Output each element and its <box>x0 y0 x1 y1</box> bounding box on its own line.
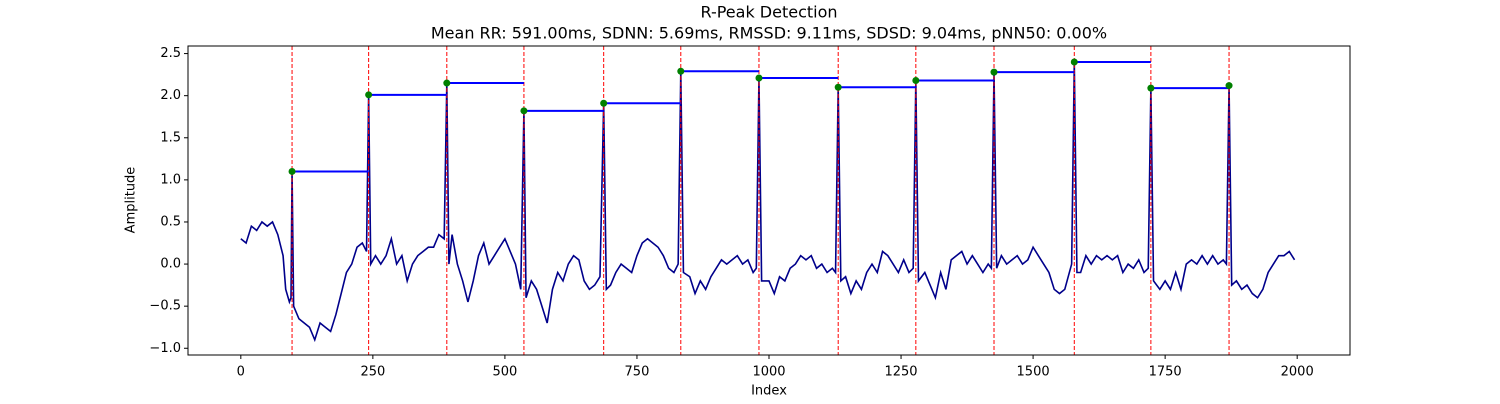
peak-point <box>520 107 528 115</box>
peak-point <box>990 68 998 76</box>
x-tick-label: 1000 <box>752 365 785 380</box>
y-axis-label: Amplitude <box>124 167 139 234</box>
chart-title: R-Peak Detection <box>700 3 837 22</box>
x-tick-label: 1750 <box>1149 365 1182 380</box>
y-tick-label: 0.5 <box>160 214 181 229</box>
peak-point <box>755 74 763 82</box>
x-tick-label: 500 <box>492 365 517 380</box>
y-tick-label: −1.0 <box>149 341 181 356</box>
y-tick-label: 0.0 <box>160 257 181 272</box>
plot-frame <box>187 45 1351 356</box>
x-tick-label: 750 <box>625 365 650 380</box>
y-tick-label: 2.0 <box>160 88 181 103</box>
x-axis-label: Index <box>751 384 787 399</box>
x-tick-label: 1500 <box>1017 365 1050 380</box>
peak-point <box>1147 84 1155 92</box>
x-tick-label: 2000 <box>1281 365 1314 380</box>
x-tick-label: 250 <box>360 365 385 380</box>
y-tick-label: 1.5 <box>160 130 181 145</box>
peak-point <box>1225 82 1233 90</box>
peak-point <box>600 99 608 107</box>
y-tick-label: 1.0 <box>160 172 181 187</box>
peak-point <box>443 79 451 87</box>
peak-point <box>834 83 842 91</box>
peak-point <box>677 67 685 75</box>
signal-line <box>240 61 1296 343</box>
y-tick-label: 2.5 <box>160 46 181 61</box>
chart-subtitle: Mean RR: 591.00ms, SDNN: 5.69ms, RMSSD: … <box>431 24 1107 43</box>
y-tick-label: −0.5 <box>149 299 181 314</box>
x-tick-label: 0 <box>237 365 245 380</box>
peak-point <box>288 167 296 175</box>
peak-point <box>1070 58 1078 66</box>
peak-point <box>912 77 920 85</box>
peak-point <box>365 91 373 99</box>
x-tick-label: 1250 <box>884 365 917 380</box>
